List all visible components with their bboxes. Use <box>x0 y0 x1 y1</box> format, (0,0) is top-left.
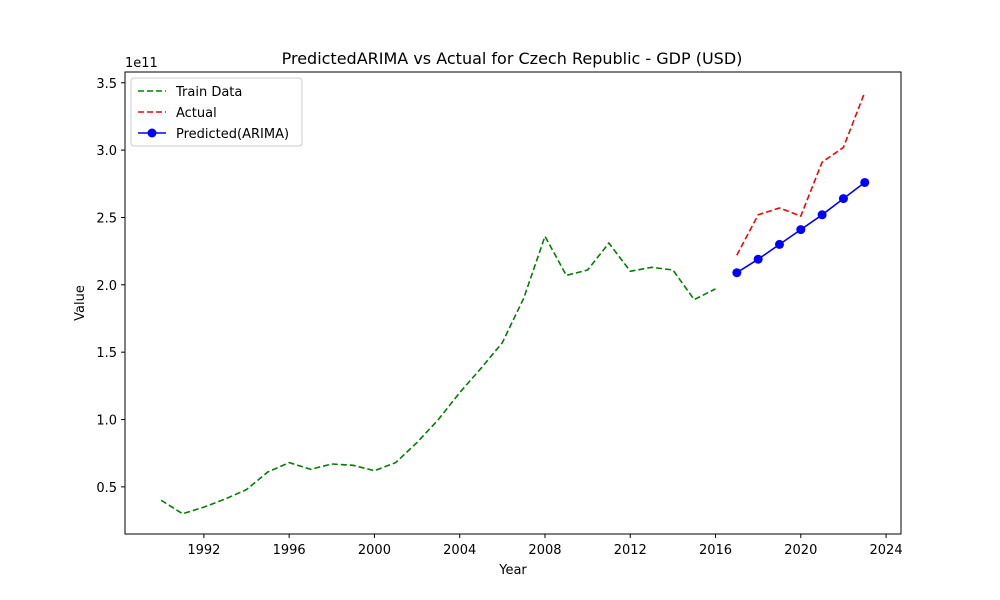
y-tick-label: 0.5 <box>96 481 117 496</box>
y-offset-label: 1e11 <box>125 56 158 71</box>
y-tick-label: 2.0 <box>96 279 117 294</box>
series-line-train-data <box>160 234 716 515</box>
series-line-actual <box>736 91 866 256</box>
data-point-predicted-arima <box>753 254 763 264</box>
y-tick-label: 2.5 <box>96 211 117 226</box>
x-tick-label: 2012 <box>614 543 647 558</box>
legend: Train Data Actual Predicted(ARIMA) <box>130 77 303 147</box>
data-point-predicted-arima <box>774 239 784 249</box>
data-point-predicted-arima <box>860 177 870 187</box>
legend-label-train-data: Train Data <box>175 85 242 100</box>
data-point-predicted-arima <box>796 225 806 235</box>
x-tick-label: 2008 <box>528 543 561 558</box>
x-tick-label: 2000 <box>358 543 391 558</box>
y-tick-label: 3.0 <box>96 144 117 159</box>
x-axis: 1992 1996 2000 2004 2008 2012 2016 2020 2024 <box>187 534 903 558</box>
y-tick-label: 1.0 <box>96 414 117 429</box>
x-tick-label: 1992 <box>187 543 220 558</box>
y-axis: 0.5 1.0 1.5 2.0 2.5 3.0 3.5 <box>96 77 125 496</box>
x-tick-label: 2016 <box>699 543 732 558</box>
plot-frame <box>124 71 902 535</box>
y-tick-label: 1.5 <box>96 346 117 361</box>
legend-label-actual: Actual <box>176 106 217 121</box>
legend-marker-predicted-arima <box>147 128 157 138</box>
x-axis-label: Year <box>498 563 527 578</box>
x-tick-label: 2024 <box>870 543 903 558</box>
y-axis-label: Value <box>73 285 88 321</box>
y-tick-label: 3.5 <box>96 77 117 92</box>
data-point-predicted-arima <box>732 268 742 278</box>
data-point-predicted-arima <box>838 194 848 204</box>
legend-label-predicted-arima: Predicted(ARIMA) <box>176 127 289 142</box>
x-tick-label: 1996 <box>273 543 306 558</box>
data-point-predicted-arima <box>817 210 827 220</box>
plot-area <box>124 71 902 535</box>
legend-box <box>130 77 303 147</box>
x-tick-label: 2020 <box>784 543 817 558</box>
x-tick-label: 2004 <box>443 543 476 558</box>
chart-title: PredictedARIMA vs Actual for Czech Repub… <box>282 49 743 68</box>
